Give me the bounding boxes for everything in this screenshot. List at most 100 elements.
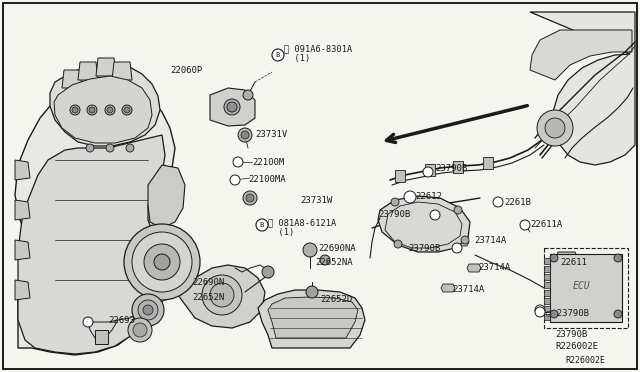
Circle shape — [394, 240, 402, 248]
Bar — [544, 274, 550, 280]
Polygon shape — [530, 30, 632, 80]
Text: 22652N: 22652N — [192, 293, 224, 302]
Circle shape — [303, 243, 317, 257]
Circle shape — [545, 118, 565, 138]
Polygon shape — [50, 63, 160, 146]
Text: 22611A: 22611A — [530, 220, 563, 229]
Circle shape — [241, 131, 249, 139]
Circle shape — [105, 105, 115, 115]
Polygon shape — [78, 62, 98, 80]
Polygon shape — [112, 62, 132, 80]
Circle shape — [70, 105, 80, 115]
Circle shape — [391, 198, 399, 206]
Circle shape — [461, 236, 469, 244]
Polygon shape — [268, 297, 358, 338]
Circle shape — [210, 283, 234, 307]
Circle shape — [452, 243, 462, 253]
Polygon shape — [210, 88, 255, 126]
Bar — [544, 266, 550, 272]
Circle shape — [238, 128, 252, 142]
Text: B: B — [260, 222, 264, 228]
Text: 23731V: 23731V — [255, 130, 287, 139]
Text: 22060P: 22060P — [170, 66, 202, 75]
Text: R226002E: R226002E — [555, 342, 598, 351]
Bar — [544, 282, 550, 288]
Circle shape — [423, 167, 433, 177]
Text: 22100M: 22100M — [252, 158, 284, 167]
Polygon shape — [62, 70, 82, 88]
Bar — [544, 248, 628, 328]
Text: 23790B: 23790B — [555, 330, 588, 339]
Bar — [544, 314, 550, 320]
Bar — [544, 290, 550, 296]
Polygon shape — [54, 76, 152, 143]
Text: 23714A: 23714A — [478, 263, 510, 272]
Circle shape — [126, 144, 134, 152]
Polygon shape — [258, 290, 365, 348]
Polygon shape — [95, 330, 108, 344]
Polygon shape — [178, 265, 265, 328]
Text: 23714A: 23714A — [452, 285, 484, 294]
Polygon shape — [15, 240, 30, 260]
Circle shape — [550, 310, 558, 318]
Circle shape — [107, 107, 113, 113]
Circle shape — [614, 310, 622, 318]
Circle shape — [154, 254, 170, 270]
Circle shape — [143, 305, 153, 315]
Circle shape — [535, 305, 545, 315]
Circle shape — [230, 175, 240, 185]
Bar — [544, 298, 550, 304]
Polygon shape — [453, 161, 463, 173]
Polygon shape — [15, 200, 30, 220]
Text: R226002E: R226002E — [565, 356, 605, 365]
Circle shape — [106, 144, 114, 152]
Circle shape — [614, 254, 622, 262]
Polygon shape — [148, 165, 185, 228]
Circle shape — [233, 157, 243, 167]
Text: 22690NA: 22690NA — [318, 244, 356, 253]
Polygon shape — [483, 157, 493, 169]
Text: B: B — [276, 52, 280, 58]
Polygon shape — [555, 252, 578, 268]
Text: 22690N: 22690N — [192, 278, 224, 287]
Polygon shape — [96, 58, 116, 76]
Text: ECU: ECU — [573, 281, 591, 291]
Polygon shape — [18, 135, 165, 354]
Text: 22611: 22611 — [560, 258, 587, 267]
Text: 22652NA: 22652NA — [315, 258, 353, 267]
Bar — [544, 258, 550, 264]
Text: 23790B: 23790B — [408, 244, 440, 253]
Circle shape — [87, 105, 97, 115]
Text: Ⓑ 091A6-8301A
  (1): Ⓑ 091A6-8301A (1) — [284, 44, 352, 63]
Polygon shape — [15, 78, 175, 355]
Polygon shape — [395, 170, 405, 182]
Circle shape — [224, 99, 240, 115]
Polygon shape — [467, 264, 481, 272]
Circle shape — [535, 307, 545, 317]
Text: 23731W: 23731W — [300, 196, 332, 205]
Circle shape — [272, 49, 284, 61]
Circle shape — [89, 107, 95, 113]
Bar — [544, 306, 550, 312]
Circle shape — [227, 102, 237, 112]
Polygon shape — [15, 160, 30, 180]
Circle shape — [430, 210, 440, 220]
Circle shape — [454, 206, 462, 214]
Polygon shape — [441, 284, 455, 292]
Circle shape — [243, 191, 257, 205]
Circle shape — [306, 286, 318, 298]
Circle shape — [138, 300, 158, 320]
Polygon shape — [455, 238, 469, 246]
Circle shape — [520, 220, 530, 230]
Circle shape — [124, 224, 200, 300]
Circle shape — [86, 144, 94, 152]
Text: 23790B: 23790B — [378, 210, 410, 219]
Polygon shape — [530, 12, 635, 165]
Text: 22652D: 22652D — [320, 295, 352, 304]
Text: 22100MA: 22100MA — [248, 175, 285, 184]
Circle shape — [128, 318, 152, 342]
Circle shape — [144, 244, 180, 280]
Polygon shape — [425, 164, 435, 176]
Circle shape — [537, 110, 573, 146]
Bar — [550, 254, 622, 322]
